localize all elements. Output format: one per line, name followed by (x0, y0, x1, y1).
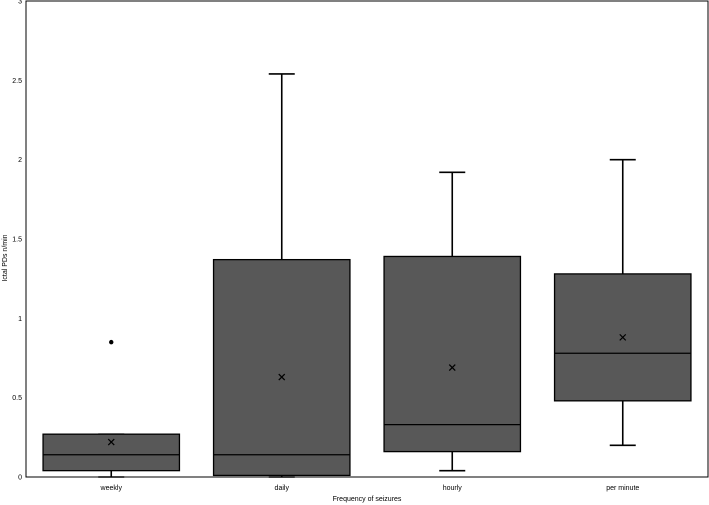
x-tick-label: weekly (100, 485, 123, 492)
box-group (212, 73, 351, 478)
y-tick-label: 1.5 (12, 237, 22, 244)
outlier-point (109, 339, 114, 345)
y-tick-label: 2.5 (12, 78, 22, 85)
y-axis-label: Ictal PDs n/min (2, 234, 9, 281)
y-tick-label: 0 (18, 475, 22, 482)
mean-marker (107, 438, 115, 446)
mean-marker (278, 373, 286, 381)
y-tick-label: 0.5 (12, 395, 22, 402)
box-group (553, 158, 692, 447)
box-rect (383, 255, 522, 453)
mean-marker (619, 333, 627, 341)
x-tick-label: per minute (606, 485, 639, 492)
box-group (42, 339, 181, 478)
box-rect (42, 433, 181, 472)
plot-frame (25, 0, 709, 478)
mean-marker (448, 364, 456, 371)
box-rect (212, 258, 351, 477)
y-tick-label: 3 (18, 0, 22, 6)
x-tick-label: daily (275, 485, 290, 492)
x-axis-label: Frequency of seizures (333, 496, 402, 503)
y-tick-label: 1 (18, 316, 22, 323)
y-axis-ticks: 0 0.5 1 1.5 2 2.5 3 (12, 0, 22, 482)
box-group (383, 171, 522, 472)
x-tick-label: hourly (443, 485, 463, 492)
y-tick-label: 2 (18, 157, 22, 164)
x-axis-ticks: weekly daily hourly per minute (100, 485, 640, 492)
box-series (42, 73, 692, 478)
